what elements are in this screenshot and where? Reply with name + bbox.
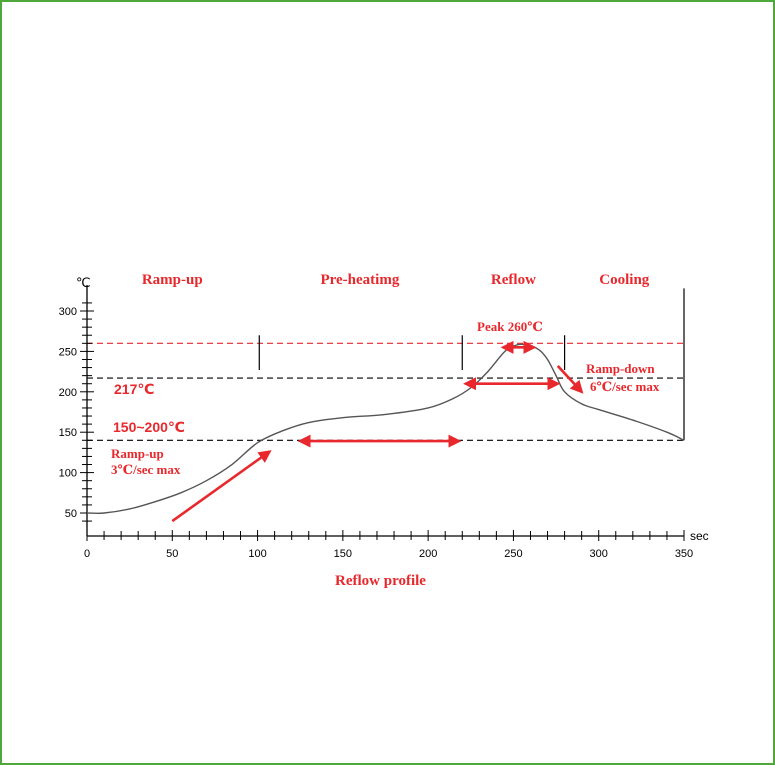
y-tick-label: 250: [59, 346, 77, 358]
ramp-down-annotation-rate: 6℃/sec max: [590, 379, 660, 394]
x-tick-label: 300: [590, 548, 608, 560]
x-axis-title: Reflow profile: [335, 573, 426, 589]
y-tick-label: 100: [59, 468, 77, 480]
y-tick-label: 200: [59, 387, 77, 399]
x-tick-label: 150: [334, 548, 352, 560]
y-tick-label: 300: [59, 306, 77, 318]
arrow-4: [556, 365, 584, 394]
ramp-up-annotation-title: Ramp-up: [111, 446, 164, 461]
x-tick-label: 350: [675, 548, 693, 560]
zone-label-cooling: Cooling: [599, 272, 650, 288]
temp-range-label: 150~200℃: [113, 419, 185, 435]
ramp-up-annotation-rate: 3℃/sec max: [111, 462, 181, 477]
y-unit-label: ℃: [76, 275, 91, 290]
x-tick-label: 250: [504, 548, 522, 560]
y-tick-label: 150: [59, 427, 77, 439]
x-unit-label: sec: [690, 529, 709, 543]
x-tick-label: 0: [84, 548, 90, 560]
zone-label-pre-heatimg: Pre-heatimg: [320, 272, 399, 288]
x-tick-label: 200: [419, 548, 437, 560]
y-tick-label: 50: [65, 508, 77, 520]
zone-label-ramp-up: Ramp-up: [142, 272, 203, 288]
x-tick-label: 100: [248, 548, 266, 560]
peak-label: Peak 260℃: [477, 319, 543, 334]
arrow-0: [171, 450, 272, 523]
x-tick-label: 50: [166, 548, 178, 560]
temperature-profile-line: [86, 343, 685, 514]
ramp-down-annotation-title: Ramp-down: [586, 361, 655, 376]
zone-label-reflow: Reflow: [491, 272, 536, 288]
temp-217-label: 217℃: [114, 381, 154, 397]
